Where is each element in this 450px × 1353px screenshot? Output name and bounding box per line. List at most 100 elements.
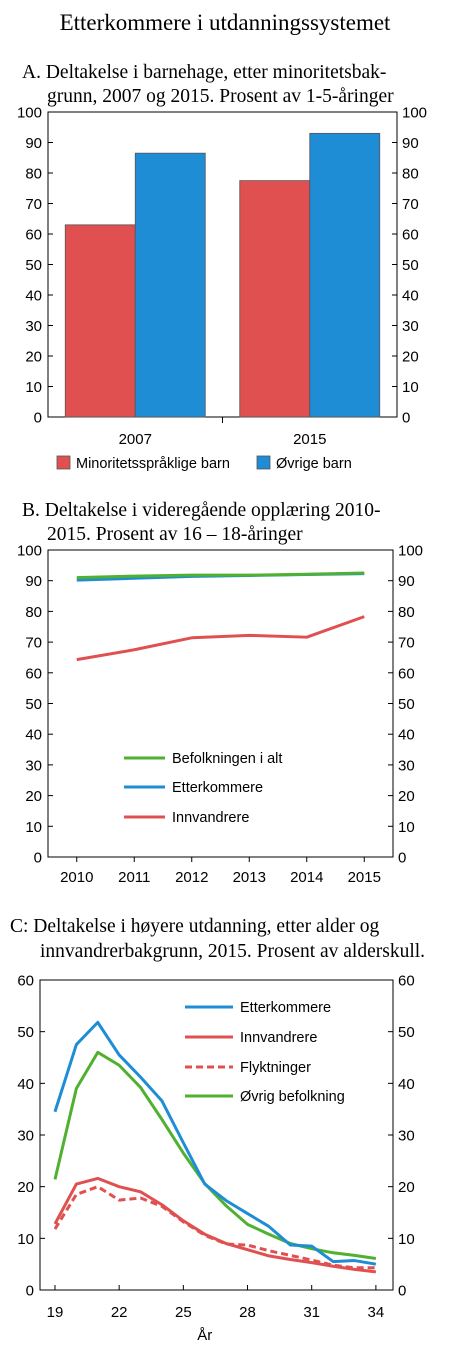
c-y-label-left-2: 20 [17,1179,34,1196]
b-legend-label-2: Innvandrere [172,810,249,826]
b-y-label-left-7: 70 [25,635,42,652]
c-y-label-right-0: 0 [398,1283,406,1300]
panel-b-line-chart: B. Deltakelse i videregående opplæring 2… [17,500,423,886]
a-legend-swatch-0 [56,455,71,470]
a-y-label-left-7: 70 [25,196,42,213]
c-x-axis-title: År [197,1327,212,1344]
c-y-label-right-2: 20 [398,1179,415,1196]
a-bar-2007-0 [64,224,136,418]
c-x-label-2: 25 [175,1304,192,1321]
a-y-label-left-8: 80 [25,166,42,183]
b-y-label-right-2: 20 [398,788,415,805]
panel-b-title-line-2: 2015. Prosent av 16 – 18-åringer [47,524,303,545]
c-y-label-right-4: 40 [398,1076,415,1093]
b-series-line-2 [76,615,365,662]
a-bar-2015-0 [239,180,311,418]
b-x-label-0: 2010 [60,869,93,886]
c-y-label-right-1: 10 [398,1231,415,1248]
a-bar-2015-1 [309,132,381,418]
a-y-label-right-7: 70 [402,196,419,213]
b-y-label-right-8: 80 [398,604,415,621]
b-x-label-4: 2014 [290,869,323,886]
a-y-label-right-1: 10 [402,379,419,396]
c-x-label-4: 31 [303,1304,320,1321]
panel-a-title-line-1: A. Deltakelse i barnehage, etter minorit… [22,62,386,83]
panel-c-line-chart: C: Deltakelse i høyere utdanning, etter … [10,916,425,1344]
a-y-label-right-5: 50 [402,257,419,274]
b-y-label-left-6: 60 [25,665,42,682]
figure-title: Etterkommere i utdanningssystemet [60,10,391,35]
a-y-label-left-10: 100 [17,105,42,122]
b-y-label-right-9: 90 [398,573,415,590]
b-y-label-left-2: 20 [25,788,42,805]
b-y-label-right-5: 50 [398,696,415,713]
c-x-label-3: 28 [239,1304,256,1321]
a-y-label-left-2: 20 [25,349,42,366]
a-y-label-right-8: 80 [402,166,419,183]
a-y-label-right-0: 0 [402,410,410,427]
a-y-label-left-1: 10 [25,379,42,396]
b-y-label-right-3: 30 [398,757,415,774]
b-legend-label-1: Etterkommere [172,780,263,796]
b-y-label-right-4: 40 [398,727,415,744]
a-y-label-left-5: 50 [25,257,42,274]
panel-a-bar-chart: A. Deltakelse i barnehage, etter minorit… [17,62,427,472]
c-legend-label-1: Innvandrere [240,1030,317,1046]
c-y-label-left-3: 30 [17,1128,34,1145]
b-y-label-right-0: 0 [398,850,406,867]
b-legend-label-0: Befolkningen i alt [172,751,282,767]
c-series-line-0 [53,1020,377,1266]
c-series-line-1 [53,1176,377,1274]
panel-c-title-line-2: innvandrerbakgrunn, 2015. Prosent av ald… [40,941,425,962]
b-y-label-left-0: 0 [34,850,42,867]
a-y-label-left-6: 60 [25,227,42,244]
c-y-label-left-5: 50 [17,1024,34,1041]
a-legend-swatch-1 [256,455,271,470]
panel-a-plot: 0 0 10 10 20 20 30 30 40 40 50 50 60 60 70 70 80 80 90 90 10… [17,105,427,473]
c-series-line-3 [53,1050,377,1260]
panel-c-title-line-1: C: Deltakelse i høyere utdanning, etter … [10,916,380,937]
b-x-label-2: 2012 [175,869,208,886]
c-legend-label-0: Etterkommere [240,1000,331,1016]
b-y-label-left-8: 80 [25,604,42,621]
c-y-label-left-1: 10 [17,1231,34,1248]
a-y-label-left-9: 90 [25,135,42,152]
b-series-line-0 [76,571,365,580]
a-y-label-right-3: 30 [402,318,419,335]
panel-b-title-line-1: B. Deltakelse i videregående opplæring 2… [22,500,380,521]
b-y-label-right-7: 70 [398,635,415,652]
a-y-label-right-2: 20 [402,349,419,366]
a-bar-2007-1 [134,152,206,418]
a-y-label-left-3: 30 [25,318,42,335]
b-y-label-right-10: 100 [398,543,423,560]
b-x-label-5: 2015 [348,869,381,886]
b-y-label-left-4: 40 [25,727,42,744]
c-legend-label-2: Flyktninger [240,1060,311,1076]
b-y-label-left-3: 30 [25,757,42,774]
b-x-label-1: 2011 [118,869,150,886]
b-x-label-3: 2013 [233,869,266,886]
a-legend-label-0: Minoritetsspråklige barn [76,456,230,472]
b-y-label-left-5: 50 [25,696,42,713]
a-y-label-right-4: 40 [402,288,419,305]
c-y-label-right-3: 30 [398,1128,415,1145]
b-y-label-right-1: 10 [398,819,415,836]
panel-b-plot: 0 0 10 10 20 20 30 30 40 40 50 50 60 60 70 70 80 80 90 90 10… [17,543,423,887]
a-y-label-right-9: 90 [402,135,419,152]
c-y-label-right-6: 60 [398,973,415,990]
c-y-label-right-5: 50 [398,1024,415,1041]
c-y-label-left-6: 60 [17,973,34,990]
b-y-label-left-10: 100 [17,543,42,560]
b-y-label-left-1: 10 [25,819,42,836]
panel-c-plot: 0 0 10 10 20 20 30 30 40 40 50 50 60 60 19 22 25 28 31 34 År… [17,973,414,1345]
c-x-label-1: 22 [111,1304,128,1321]
b-y-label-right-6: 60 [398,665,415,682]
c-x-label-0: 19 [47,1304,64,1321]
a-x-label-1: 2015 [293,431,326,448]
c-y-label-left-4: 40 [17,1076,34,1093]
a-y-label-right-10: 100 [402,105,427,122]
c-y-label-left-0: 0 [26,1283,34,1300]
a-y-label-left-4: 40 [25,288,42,305]
a-x-label-0: 2007 [119,431,152,448]
